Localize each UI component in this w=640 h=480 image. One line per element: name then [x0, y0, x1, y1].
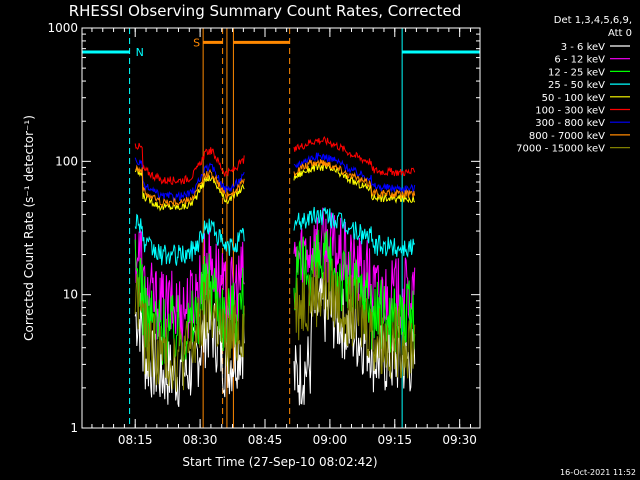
legend-attenuator: Att 0 [608, 28, 632, 39]
x-tick-label: 08:45 [248, 433, 283, 447]
legend-entry-label: 6 - 12 keV [554, 55, 605, 66]
y-tick-label: 1000 [47, 21, 78, 35]
series-line [293, 159, 416, 199]
series-line [135, 164, 245, 208]
y-tick-label: 100 [55, 154, 78, 168]
flag-label: S [193, 36, 200, 49]
x-axis-label: Start Time (27-Sep-10 08:02:42) [182, 455, 377, 469]
x-tick-label: 08:15 [118, 433, 153, 447]
legend-entry-label: 25 - 50 keV [548, 80, 605, 91]
generation-timestamp: 16-Oct-2021 11:52 [560, 468, 636, 477]
series-line [293, 229, 416, 353]
y-axis-ticks: 1 10 100 1000 [47, 21, 480, 435]
series-line [134, 157, 245, 202]
y-axis-label: Corrected Count Rate (s⁻¹ detector⁻¹) [22, 115, 36, 341]
series-layer [134, 136, 416, 408]
flag-label: N [136, 46, 144, 59]
legend-entry-label: 12 - 25 keV [548, 67, 605, 78]
x-tick-label: 08:30 [183, 433, 218, 447]
series-line [293, 152, 416, 194]
legend-entry-label: 3 - 6 keV [561, 42, 605, 53]
legend-entry-label: 7000 - 15000 keV [516, 144, 605, 155]
y-tick-label: 10 [63, 288, 78, 302]
series-line [134, 273, 245, 392]
x-tick-label: 09:30 [442, 433, 477, 447]
legend-entry-label: 100 - 300 keV [535, 106, 605, 117]
legend-detectors: Det 1,3,4,5,6,9, [554, 15, 632, 26]
series-line [293, 207, 416, 331]
legend-entry-label: 300 - 800 keV [535, 118, 605, 129]
legend-entry-label: 800 - 7000 keV [529, 131, 605, 142]
series-line [134, 142, 245, 186]
x-axis-ticks: 08:15 08:30 08:45 09:00 09:15 09:30 [91, 28, 477, 447]
plot-frame [81, 27, 481, 429]
x-tick-label: 09:15 [377, 433, 412, 447]
series-line [293, 206, 416, 258]
legend-entry-label: 50 - 100 keV [542, 93, 606, 104]
legend: Det 1,3,4,5,6,9, Att 0 3 - 6 keV 6 - 12 k… [516, 15, 632, 155]
series-line [134, 227, 245, 343]
chart-title: RHESSI Observing Summary Count Rates, Co… [69, 2, 462, 20]
series-line [293, 136, 416, 177]
series-line [293, 258, 416, 379]
x-tick-label: 09:00 [313, 433, 348, 447]
y-tick-label: 1 [70, 421, 78, 435]
series-line [134, 213, 245, 266]
